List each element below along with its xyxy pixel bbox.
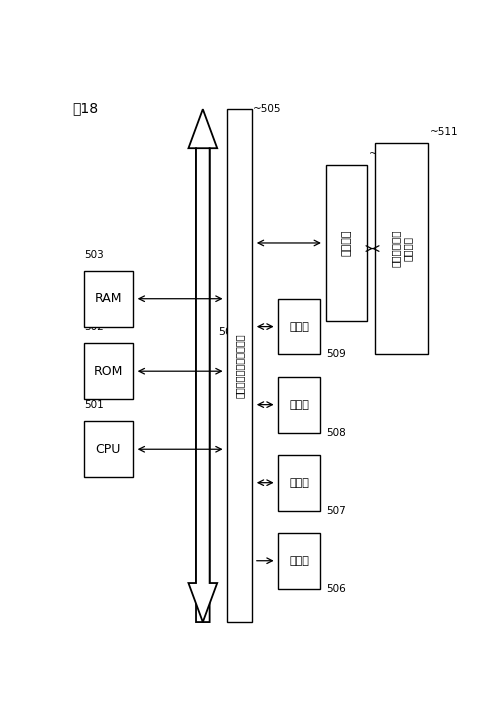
Text: 509: 509 — [326, 350, 346, 360]
Text: 入出力インターフェース: 入出力インターフェース — [235, 333, 244, 398]
Text: リムーバブル
メディア: リムーバブル メディア — [390, 230, 412, 267]
Bar — [375, 143, 428, 355]
Text: ~505: ~505 — [253, 104, 282, 114]
Text: RAM: RAM — [95, 292, 122, 306]
Bar — [279, 455, 320, 510]
Text: 501: 501 — [84, 400, 103, 411]
Bar — [84, 271, 133, 327]
Text: ~510: ~510 — [369, 149, 398, 159]
Polygon shape — [188, 148, 217, 622]
Text: 出力部: 出力部 — [289, 478, 309, 488]
Polygon shape — [188, 109, 217, 622]
Text: 508: 508 — [326, 427, 346, 437]
Text: 記録部: 記録部 — [289, 400, 309, 410]
Text: CPU: CPU — [96, 443, 121, 455]
Text: 503: 503 — [84, 250, 103, 260]
Bar — [279, 533, 320, 589]
Bar — [84, 421, 133, 477]
Bar — [326, 165, 367, 321]
Bar — [84, 343, 133, 399]
Text: 506: 506 — [326, 584, 346, 594]
Text: 507: 507 — [326, 505, 346, 515]
Text: ドライブ: ドライブ — [342, 230, 351, 256]
Bar — [279, 299, 320, 355]
Text: 入力部: 入力部 — [289, 556, 309, 565]
Text: 504: 504 — [218, 327, 239, 337]
Text: 図18: 図18 — [72, 101, 99, 115]
Text: 通信部: 通信部 — [289, 321, 309, 332]
Text: ROM: ROM — [94, 365, 123, 378]
Text: 502: 502 — [84, 322, 103, 332]
Bar — [227, 109, 252, 622]
Bar — [279, 376, 320, 432]
Text: ~511: ~511 — [430, 127, 458, 137]
